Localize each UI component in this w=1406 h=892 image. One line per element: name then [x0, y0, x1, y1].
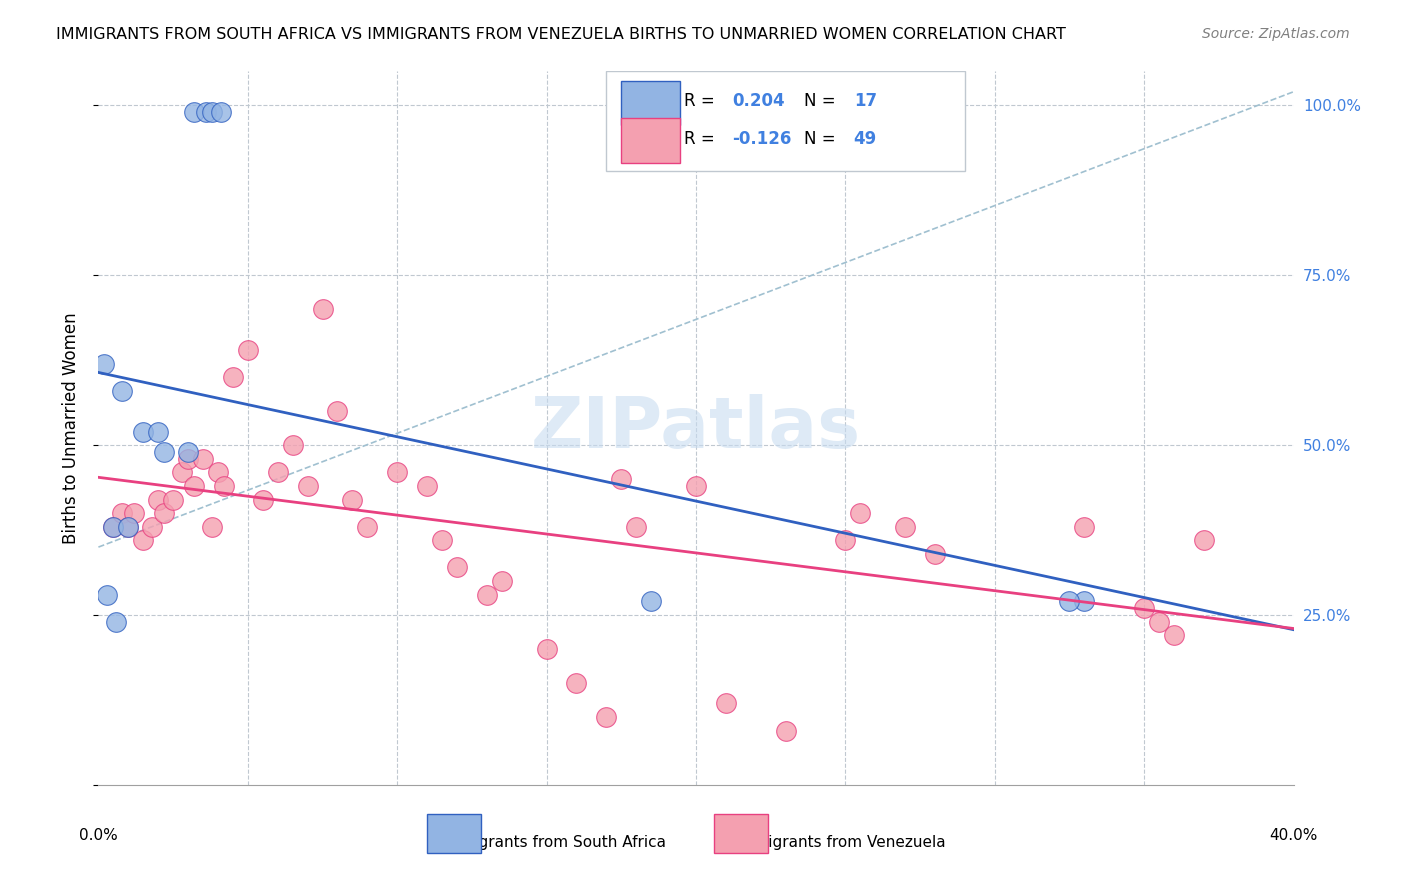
Point	[416, 479, 439, 493]
Point	[191, 451, 214, 466]
Point	[1163, 628, 1185, 642]
Point	[1073, 519, 1095, 533]
Point	[924, 547, 946, 561]
Text: 17: 17	[853, 93, 877, 111]
Point	[1147, 615, 1170, 629]
Point	[640, 594, 662, 608]
Point	[834, 533, 856, 548]
Point	[124, 506, 146, 520]
FancyBboxPatch shape	[427, 814, 481, 853]
Point	[148, 492, 170, 507]
FancyBboxPatch shape	[620, 119, 681, 162]
Point	[105, 615, 128, 629]
Point	[132, 533, 155, 548]
Point	[96, 588, 118, 602]
Text: Source: ZipAtlas.com: Source: ZipAtlas.com	[1202, 27, 1350, 41]
Point	[685, 479, 707, 493]
Point	[195, 105, 218, 120]
Text: Immigrants from South Africa: Immigrants from South Africa	[440, 835, 665, 850]
Point	[311, 302, 333, 317]
Point	[595, 710, 617, 724]
Point	[201, 519, 224, 533]
Point	[111, 384, 134, 398]
Point	[565, 676, 588, 690]
Point	[714, 697, 737, 711]
Point	[162, 492, 184, 507]
Point	[177, 445, 200, 459]
Point	[626, 519, 648, 533]
Point	[475, 588, 498, 602]
Point	[297, 479, 319, 493]
Text: 0.0%: 0.0%	[79, 828, 118, 843]
Point	[536, 642, 558, 657]
Point	[103, 519, 125, 533]
Point	[183, 105, 205, 120]
Point	[1192, 533, 1215, 548]
Point	[1073, 594, 1095, 608]
Text: 49: 49	[853, 130, 877, 148]
Point	[236, 343, 259, 357]
Point	[207, 466, 229, 480]
Point	[326, 404, 349, 418]
Text: IMMIGRANTS FROM SOUTH AFRICA VS IMMIGRANTS FROM VENEZUELA BIRTHS TO UNMARRIED WO: IMMIGRANTS FROM SOUTH AFRICA VS IMMIGRAN…	[56, 27, 1066, 42]
Point	[117, 519, 139, 533]
Point	[267, 466, 290, 480]
Point	[117, 519, 139, 533]
Point	[141, 519, 163, 533]
Point	[610, 472, 633, 486]
Text: 40.0%: 40.0%	[1270, 828, 1317, 843]
Point	[183, 479, 205, 493]
Point	[93, 357, 115, 371]
Point	[1059, 594, 1081, 608]
Point	[177, 451, 200, 466]
FancyBboxPatch shape	[620, 80, 681, 125]
Point	[252, 492, 274, 507]
Point	[111, 506, 134, 520]
Point	[212, 479, 235, 493]
Text: -0.126: -0.126	[733, 130, 792, 148]
Point	[356, 519, 378, 533]
Point	[446, 560, 468, 574]
Text: R =: R =	[685, 130, 714, 148]
Y-axis label: Births to Unmarried Women: Births to Unmarried Women	[62, 312, 80, 544]
Text: N =: N =	[804, 130, 835, 148]
Point	[153, 445, 176, 459]
Point	[209, 105, 232, 120]
Point	[775, 723, 797, 738]
Point	[849, 506, 872, 520]
Text: R =: R =	[685, 93, 714, 111]
FancyBboxPatch shape	[714, 814, 768, 853]
Point	[342, 492, 364, 507]
FancyBboxPatch shape	[606, 71, 965, 171]
Point	[430, 533, 453, 548]
Point	[1133, 601, 1156, 615]
Point	[172, 466, 194, 480]
Point	[385, 466, 409, 480]
Point	[148, 425, 170, 439]
Point	[894, 519, 917, 533]
Text: N =: N =	[804, 93, 835, 111]
Point	[281, 438, 304, 452]
Point	[103, 519, 125, 533]
Point	[222, 370, 245, 384]
Text: Immigrants from Venezuela: Immigrants from Venezuela	[734, 835, 945, 850]
Point	[491, 574, 513, 588]
Text: 0.204: 0.204	[733, 93, 785, 111]
Point	[132, 425, 155, 439]
Point	[201, 105, 224, 120]
Point	[153, 506, 176, 520]
Text: ZIPatlas: ZIPatlas	[531, 393, 860, 463]
